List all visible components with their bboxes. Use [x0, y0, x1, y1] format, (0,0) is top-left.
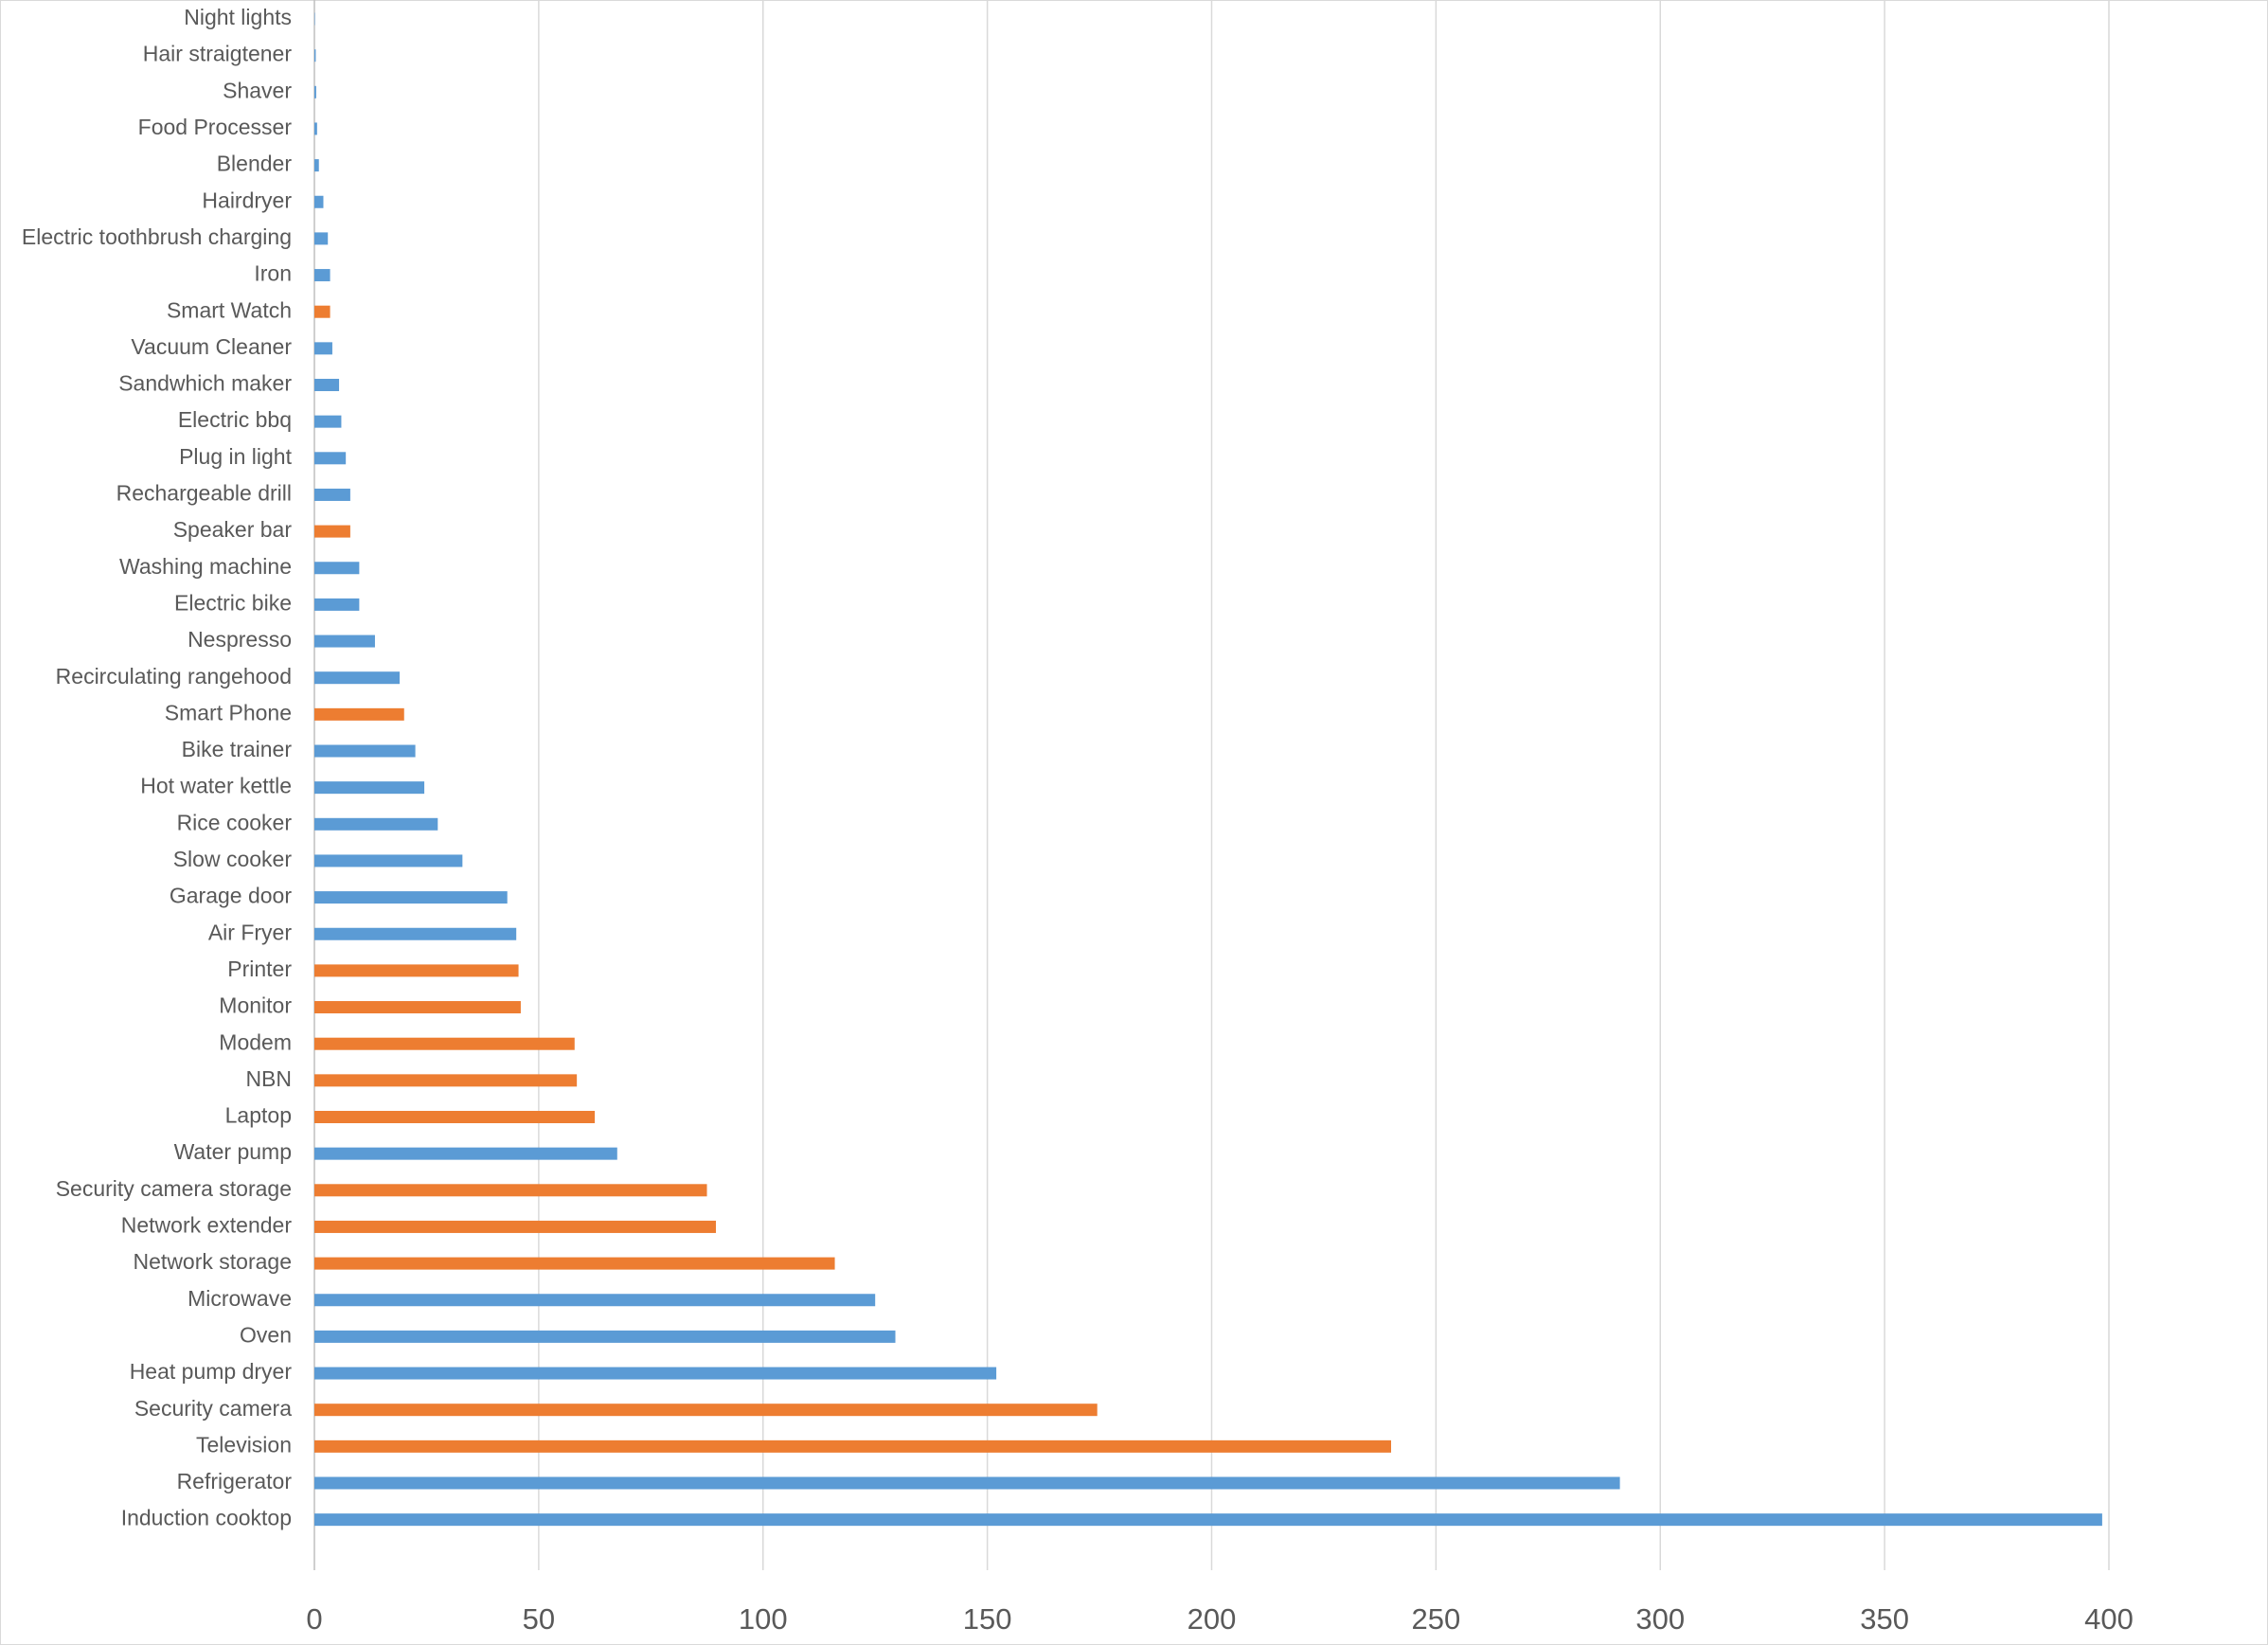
bar	[314, 49, 316, 63]
bar	[314, 1220, 717, 1233]
y-tick-label: Rice cooker	[177, 810, 293, 834]
bar	[314, 1439, 1391, 1453]
x-tick-label: 250	[1412, 1602, 1461, 1636]
y-tick-label: Induction cooktop	[121, 1506, 292, 1530]
y-tick-label: Electric toothbrush charging	[22, 224, 292, 249]
x-tick-label: 350	[1860, 1602, 1909, 1636]
y-tick-label: Vacuum Cleaner	[131, 334, 292, 359]
y-tick-label: Security camera storage	[56, 1176, 292, 1201]
y-tick-label: Smart Phone	[165, 700, 292, 724]
y-tick-label: NBN	[245, 1066, 292, 1091]
bar	[314, 635, 375, 648]
bar	[314, 1037, 575, 1050]
bar	[314, 854, 463, 867]
y-tick-label: Slow cooker	[173, 847, 293, 871]
y-tick-label: Night lights	[184, 5, 292, 29]
y-tick-label: Electric bbq	[178, 407, 292, 432]
y-tick-label: Oven	[240, 1322, 292, 1347]
bar	[314, 1367, 997, 1380]
y-tick-label: Printer	[227, 957, 292, 981]
bar	[314, 1330, 896, 1343]
x-tick-label: 200	[1188, 1602, 1237, 1636]
bar	[314, 1476, 1620, 1490]
bar	[314, 744, 416, 758]
x-tick-label: 0	[306, 1602, 322, 1636]
y-tick-label: Network extender	[121, 1213, 293, 1238]
bar	[314, 305, 330, 318]
bar	[314, 488, 350, 501]
bar	[314, 1074, 578, 1087]
x-tick-label: 150	[963, 1602, 1012, 1636]
bar	[314, 452, 347, 465]
bar	[314, 964, 519, 977]
bar	[314, 671, 401, 685]
y-tick-label: Nespresso	[188, 627, 292, 652]
bar	[314, 525, 350, 538]
y-tick-label: Electric bike	[174, 590, 292, 615]
y-tick-label: Washing machine	[119, 554, 292, 579]
bar	[314, 1257, 835, 1270]
bar	[314, 85, 316, 98]
bar	[314, 379, 340, 391]
y-tick-label: Modem	[219, 1029, 292, 1054]
bar	[314, 122, 317, 135]
y-tick-label: Speaker bar	[173, 517, 293, 542]
bar	[314, 891, 508, 904]
y-tick-label: Iron	[254, 261, 292, 286]
y-tick-label: Blender	[217, 152, 293, 176]
y-tick-label: Hair straigtener	[143, 42, 293, 66]
y-tick-label: Hot water kettle	[140, 774, 292, 798]
y-tick-label: Network storage	[134, 1249, 292, 1274]
bar	[314, 1001, 521, 1014]
bar	[314, 1147, 617, 1160]
y-tick-label: Laptop	[225, 1103, 292, 1128]
y-tick-label: Plug in light	[179, 444, 293, 469]
y-tick-label: Security camera	[134, 1396, 292, 1421]
bar	[314, 269, 330, 282]
bar	[314, 1184, 707, 1197]
y-tick-label: Sandwhich maker	[118, 371, 292, 396]
bar	[314, 562, 360, 575]
bar	[314, 1513, 2102, 1527]
bar	[314, 1404, 1098, 1417]
bar	[314, 707, 404, 721]
y-tick-label: Recirculating rangehood	[56, 664, 292, 688]
y-tick-label: Television	[196, 1432, 292, 1457]
y-tick-label: Refrigerator	[177, 1469, 293, 1493]
bar	[314, 415, 342, 428]
bar	[314, 1294, 876, 1307]
y-tick-label: Air Fryer	[208, 920, 293, 944]
bar	[314, 598, 360, 611]
x-tick-label: 50	[523, 1602, 555, 1636]
y-tick-label: Water pump	[174, 1139, 292, 1164]
y-tick-label: Garage door	[170, 884, 292, 908]
bar	[314, 159, 319, 172]
y-tick-label: Hairdryer	[202, 188, 292, 212]
bar	[314, 195, 324, 208]
bar	[314, 781, 425, 795]
y-tick-label: Monitor	[219, 993, 292, 1018]
y-tick-label: Smart Watch	[167, 297, 292, 322]
bar	[314, 817, 438, 831]
bar	[314, 1111, 596, 1123]
x-tick-label: 100	[739, 1602, 788, 1636]
y-tick-label: Bike trainer	[182, 737, 293, 761]
y-tick-label: Rechargeable drill	[116, 481, 292, 506]
bar	[314, 342, 332, 355]
y-tick-label: Food Processer	[138, 115, 293, 139]
y-tick-label: Shaver	[223, 78, 292, 102]
x-tick-label: 300	[1635, 1602, 1685, 1636]
x-tick-label: 400	[2084, 1602, 2134, 1636]
bar	[314, 927, 517, 940]
y-tick-label: Heat pump dryer	[130, 1359, 293, 1384]
y-tick-label: Microwave	[188, 1286, 292, 1311]
bar	[314, 232, 329, 245]
